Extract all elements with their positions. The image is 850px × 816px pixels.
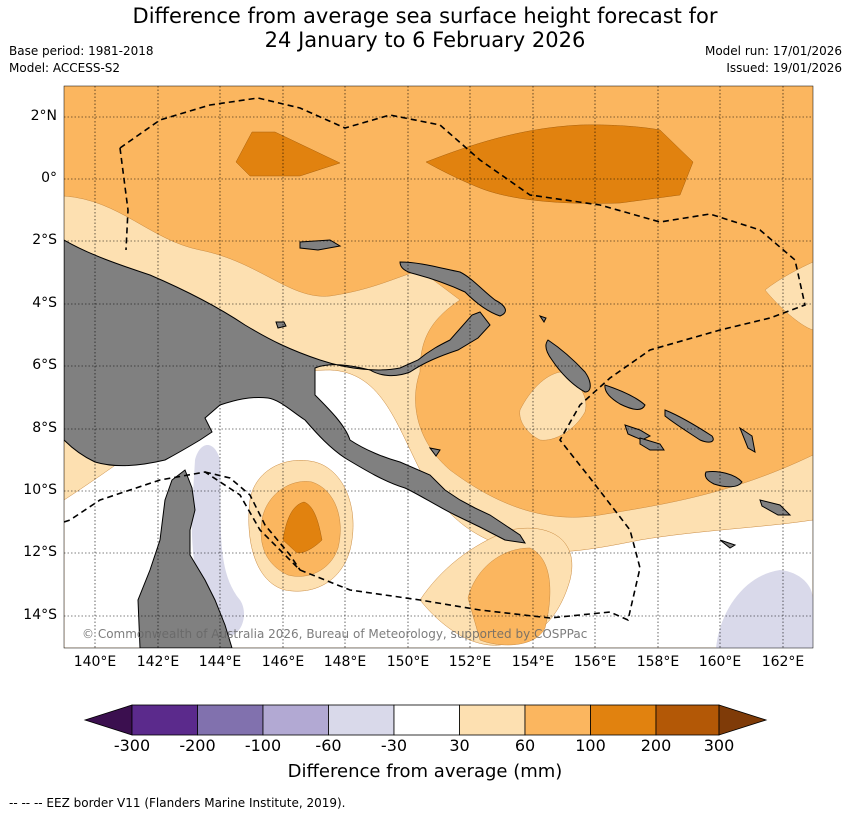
land-vanuatu-1 (704, 471, 743, 488)
land-vanuatu-3 (759, 499, 792, 516)
colorbar-tick: 300 (703, 736, 735, 755)
land-solomon-1 (604, 384, 646, 410)
eez-coral-sea (204, 471, 301, 571)
lat-label: 0° (41, 170, 57, 186)
lon-label: 140°E (73, 654, 117, 670)
lat-label: 10°S (23, 482, 57, 498)
colorbar-tick: 30 (449, 736, 470, 755)
lat-label: 8°S (32, 420, 57, 436)
colorbar-tick: 100 (575, 736, 606, 755)
land-vanuatu-2 (738, 426, 756, 453)
colorbar-segment (459, 704, 526, 736)
colorbar-segment (197, 704, 264, 736)
meta-left: Base period: 1981-2018 Model: ACCESS-S2 (9, 43, 154, 77)
field-neg-southeast (716, 570, 813, 648)
colorbar-tick: -30 (380, 736, 408, 755)
eez-png-north (119, 147, 129, 251)
colorbar-segment (524, 704, 591, 736)
lat-label: 2°N (30, 108, 57, 124)
colorbar-tick: -100 (244, 736, 282, 755)
copyright-text: © Commonwealth of Australia 2026, Bureau… (82, 627, 587, 641)
land-cape-york (137, 469, 233, 648)
meta-right: Model run: 17/01/2026 Issued: 19/01/2026 (705, 43, 842, 77)
title-line-1: Difference from average sea surface heig… (132, 4, 718, 28)
lon-label: 160°E (698, 654, 742, 670)
lat-label: 14°S (23, 607, 57, 623)
land-islet-3 (428, 447, 441, 457)
field-100-200-north-east (425, 124, 694, 204)
land-new-britain (399, 261, 506, 317)
land-islet-4 (719, 539, 737, 549)
lon-label: 156°E (573, 654, 617, 670)
gridlines (64, 86, 813, 648)
lon-label: 142°E (136, 654, 180, 670)
colorbar-tick: -60 (315, 736, 342, 755)
model-run: Model run: 17/01/2026 (704, 44, 842, 58)
colorbar-segment (393, 704, 460, 736)
lat-label: 2°S (32, 232, 57, 248)
colorbar-tick: 60 (514, 736, 536, 755)
map-frame (63, 85, 814, 649)
chart-title: Difference from average sea surface heig… (0, 4, 850, 52)
land-new-ireland (299, 239, 342, 251)
field-100-200-eddy (282, 501, 323, 554)
lon-label: 158°E (636, 654, 680, 670)
colorbar-segment (655, 704, 720, 736)
model-name: Model: ACCESS-S2 (9, 61, 121, 75)
lat-label: 6°S (32, 357, 57, 373)
lon-label: 152°E (448, 654, 492, 670)
lat-label: 4°S (32, 295, 57, 311)
eez-borders (64, 97, 806, 622)
eez-legend-footer: -- -- -- EEZ border V11 (Flanders Marine… (9, 796, 346, 810)
colorbar-title: Difference from average (mm) (287, 761, 563, 782)
lon-label: 144°E (198, 654, 242, 670)
colorbar-arrow-left (83, 704, 133, 736)
land (64, 239, 792, 648)
land-islet-1 (275, 321, 287, 329)
base-period: Base period: 1981-2018 (9, 44, 154, 58)
colorbar-tick: -300 (113, 736, 151, 755)
title-line-2: 24 January to 6 February 2026 (264, 28, 586, 52)
colorbar-segment (262, 704, 329, 736)
lon-label: 148°E (323, 654, 367, 670)
colorbar-segment (131, 704, 198, 736)
lon-label: 162°E (761, 654, 805, 670)
lon-label: 146°E (261, 654, 305, 670)
field-30-60-east (764, 261, 813, 331)
colorbar (83, 704, 768, 736)
issued-date: Issued: 19/01/2026 (726, 61, 842, 75)
field-60-100-south (467, 547, 551, 646)
lat-label: 12°S (23, 544, 57, 560)
colorbar-tick: -200 (179, 736, 216, 755)
land-new-guinea (64, 239, 526, 544)
lon-label: 154°E (511, 654, 555, 670)
land-solomon-2 (664, 409, 714, 443)
eez-png (64, 97, 806, 622)
land-islet-2 (538, 315, 547, 323)
colorbar-segment (590, 704, 657, 736)
map-area: © Commonwealth of Australia 2026, Bureau… (64, 86, 813, 648)
lon-label: 150°E (386, 654, 430, 670)
field-100-200-north-west (235, 131, 341, 177)
colorbar-tick: 200 (640, 736, 672, 755)
colorbar-arrow-right (718, 704, 768, 736)
colorbar-segment (328, 704, 395, 736)
